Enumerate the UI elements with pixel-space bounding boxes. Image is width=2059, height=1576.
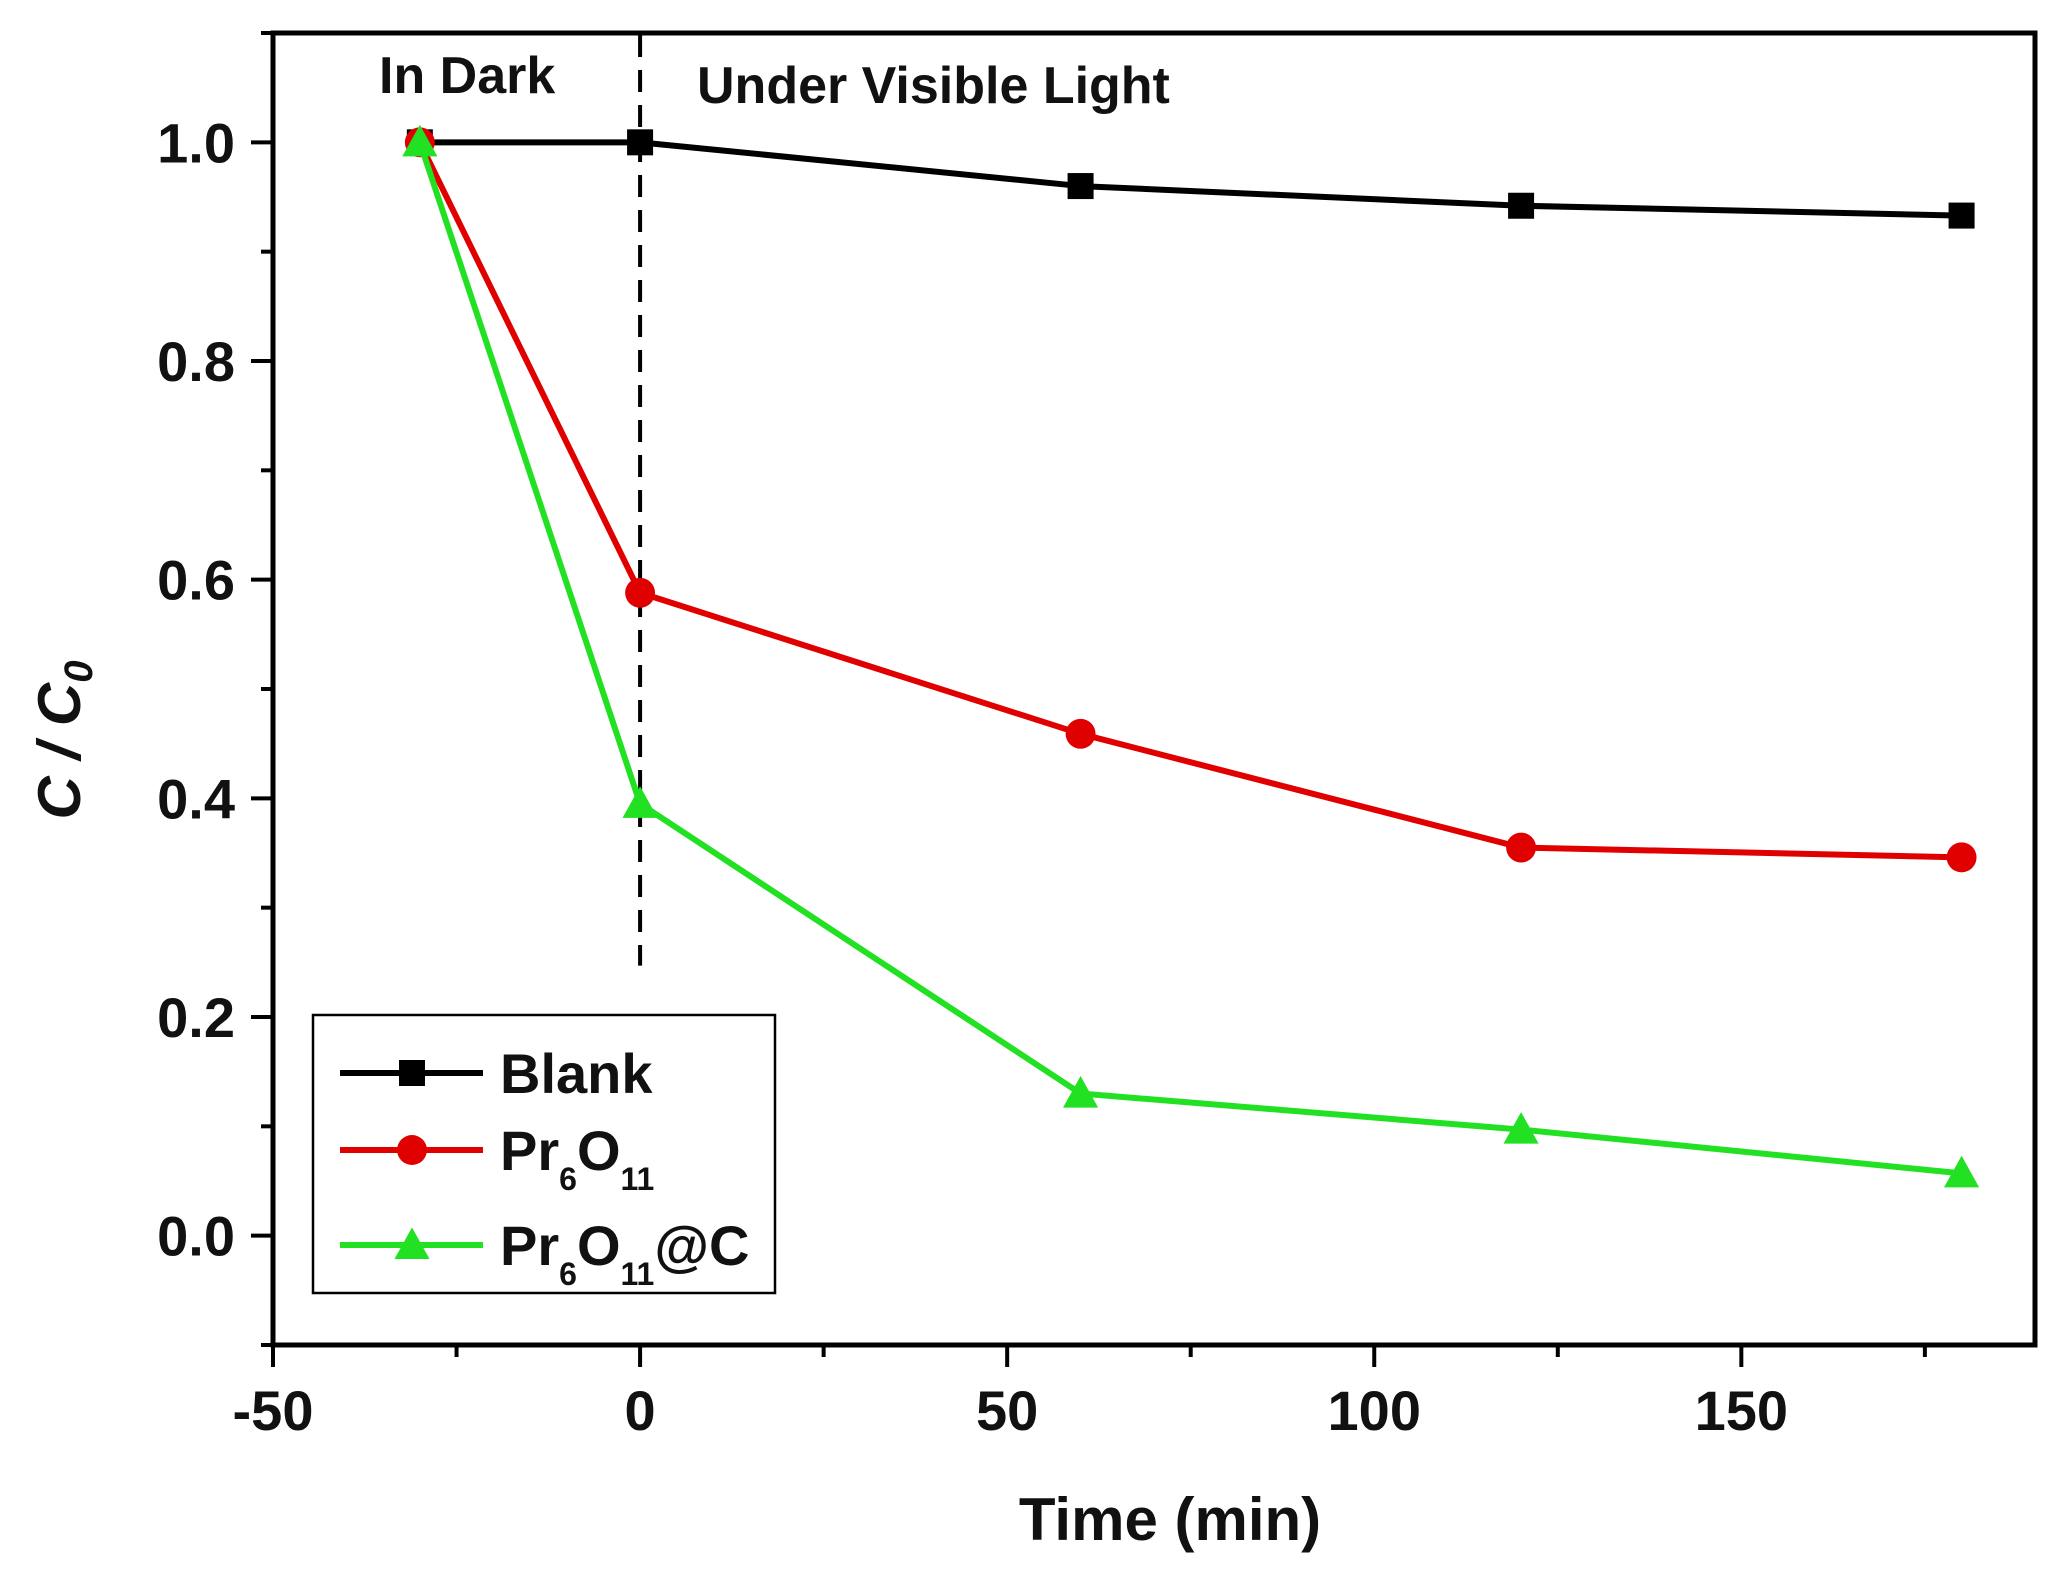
visible-light-annotation: Under Visible Light [697,57,1170,115]
data-point-pr6o11-c [402,124,438,157]
legend-label-subscript: 6 [559,1161,577,1197]
data-point-pr6o11-c [1063,1075,1099,1108]
legend-marker-blank [399,1060,425,1086]
legend-label-subscript: 6 [559,1256,577,1292]
x-tick-label: 150 [1695,1379,1788,1442]
legend-label-subscript: 11 [621,1256,655,1292]
data-point-pr6o11 [625,577,656,608]
data-point-pr6o11 [1065,718,1096,749]
legend-label-text: O [577,1119,621,1182]
x-tick-label: 100 [1328,1379,1421,1442]
y-tick-label: 0.2 [157,986,235,1049]
data-point-blank [1067,173,1094,200]
legend-label-subscript: 11 [621,1161,655,1197]
y-tick-label: 0.4 [157,767,235,830]
legend-label-pr6o11: Pr6O11 [500,1119,654,1197]
legend-item-pr6o11: Pr6O11 [340,1119,654,1197]
legend-marker-pr6o11-c [394,1227,430,1260]
data-point-blank [1508,192,1535,219]
y-axis-label-main: C / C [26,681,93,819]
data-point-pr6o11-c [1944,1155,1980,1188]
series-layer [402,124,1980,1188]
legend-item-blank: Blank [340,1042,653,1105]
legend-label-main: Blank [500,1042,653,1105]
in-dark-annotation: In Dark [379,47,555,105]
data-point-pr6o11 [1506,832,1537,863]
legend-label-text: @C [654,1214,749,1277]
series-line-pr6o11 [417,141,1962,861]
y-tick-label: 1.0 [157,111,235,174]
axis-ticks [251,31,1927,1367]
legend-label-text: O [577,1214,621,1277]
y-tick-label: 0.6 [157,549,235,612]
data-point-pr6o11 [1946,842,1977,873]
legend-label-blank: Blank [500,1042,653,1105]
data-point-pr6o11-c [622,786,658,818]
y-tick-label: 0.0 [157,1205,235,1268]
data-point-blank [1948,202,1975,229]
series-pr6o11-c [402,124,1980,1188]
y-axis-label-subscript: 0 [57,661,101,683]
tick-labels: -50 0 50 100 150 0.0 0.2 0.4 0.6 0.8 1.0 [157,111,1788,1442]
legend-label-main: Pr [500,1214,559,1277]
x-axis-label: Time (min) [1019,1486,1321,1553]
y-axis-label: C / C0 [26,661,101,820]
legend-label-pr6o11-c: Pr6O11@C [500,1214,749,1292]
x-tick-label: -50 [233,1379,314,1442]
x-tick-label: 0 [625,1379,656,1442]
data-point-pr6o11-c [1503,1112,1539,1144]
data-point-blank [627,129,654,156]
legend-label-main: Pr [500,1119,559,1182]
legend-marker-pr6o11 [397,1135,427,1165]
y-tick-label: 0.8 [157,330,235,393]
x-tick-label: 50 [976,1379,1038,1442]
legend-item-pr6o11-c: Pr6O11@C [340,1214,749,1292]
